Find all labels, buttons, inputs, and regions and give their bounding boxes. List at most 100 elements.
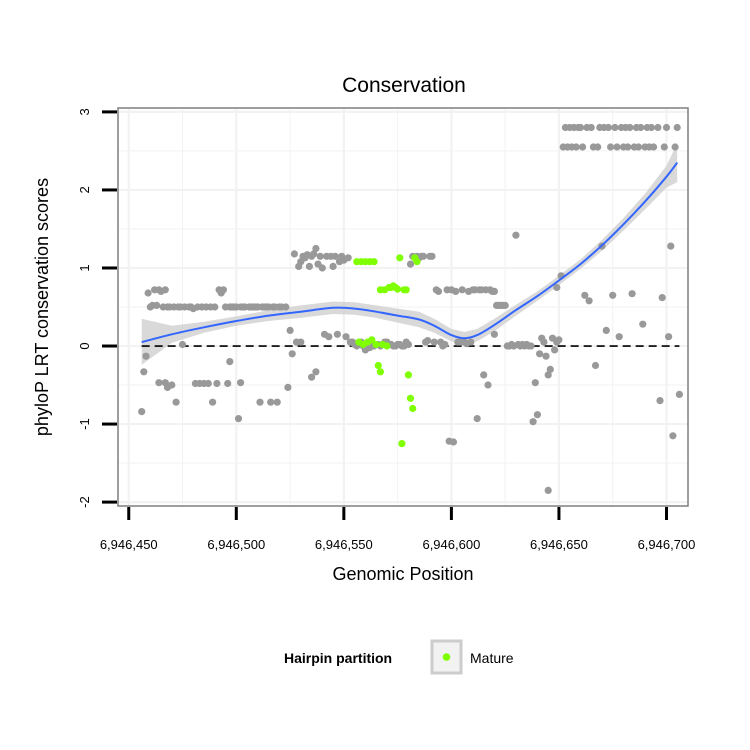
other-point (178, 340, 187, 349)
mature-point (396, 254, 404, 262)
other-point (434, 287, 443, 295)
other-point (424, 337, 432, 345)
y-tick-label: 1 (77, 264, 92, 271)
other-point (533, 411, 542, 419)
other-point (286, 326, 294, 334)
other-point (675, 390, 684, 398)
mature-point (404, 371, 412, 379)
other-point (211, 303, 219, 311)
other-point (551, 346, 559, 354)
other-point (237, 379, 245, 387)
other-point (267, 398, 275, 406)
other-point (626, 123, 634, 132)
other-point (647, 123, 656, 132)
other-point (609, 291, 617, 299)
other-point (155, 379, 163, 387)
other-point (637, 123, 645, 132)
smooth-curve (141, 162, 679, 344)
other-point (290, 250, 298, 258)
other-point (219, 286, 227, 294)
mature-point (383, 342, 391, 350)
other-point (594, 143, 602, 151)
other-point (288, 350, 296, 358)
other-point (665, 333, 673, 341)
other-point (226, 358, 234, 366)
x-axis-title: Genomic Position (332, 564, 473, 584)
other-point (172, 398, 180, 406)
other-point (161, 286, 169, 294)
other-point (544, 371, 552, 379)
other-point (654, 123, 662, 132)
mature-point (374, 361, 382, 370)
other-point (284, 383, 292, 391)
other-point (305, 262, 313, 270)
other-point (527, 342, 535, 350)
other-point (607, 143, 615, 151)
other-point (553, 283, 561, 292)
other-point (490, 330, 498, 338)
other-point (441, 340, 449, 349)
other-point (297, 338, 305, 346)
other-point (138, 408, 146, 416)
mature-point (372, 340, 380, 349)
mature-point (413, 258, 421, 266)
other-point (458, 286, 466, 294)
other-point (331, 252, 339, 260)
other-point (419, 252, 427, 260)
other-point (473, 415, 481, 423)
other-point (312, 368, 320, 376)
other-point (667, 242, 675, 250)
other-point (333, 330, 341, 338)
mature-point (402, 286, 410, 294)
other-point (604, 123, 613, 132)
x-axis: 6,946,450 6,946,500 6,946,550 6,946,600 6,94… (100, 507, 696, 552)
other-point (669, 432, 677, 440)
other-point (480, 371, 488, 379)
mature-point (376, 368, 384, 376)
other-point (555, 336, 563, 344)
x-tick-label: 6,946,700 (638, 537, 696, 552)
other-point (467, 338, 475, 346)
other-point (428, 252, 436, 260)
other-point (318, 264, 326, 272)
other-point (325, 333, 333, 341)
other-point (587, 123, 595, 132)
other-point (671, 143, 679, 151)
legend-label-mature: Mature (470, 650, 514, 666)
other-point (634, 143, 643, 151)
other-point (490, 287, 498, 295)
mature-point (368, 336, 376, 344)
other-point (449, 438, 458, 446)
other-point (660, 143, 668, 151)
y-tick-label: 2 (77, 186, 92, 193)
other-point (544, 486, 552, 494)
other-point (406, 260, 415, 268)
other-point (153, 301, 161, 309)
x-tick-label: 6,946,500 (207, 537, 265, 552)
y-tick-label: 3 (77, 108, 92, 115)
mature-point (398, 440, 406, 448)
mature-point (370, 258, 378, 266)
mature-point (406, 394, 415, 402)
other-point (656, 397, 664, 405)
other-point (344, 254, 352, 262)
other-point (572, 143, 580, 151)
other-point (650, 143, 658, 151)
other-point (531, 379, 539, 387)
other-point (512, 231, 520, 239)
other-point (234, 415, 243, 423)
other-point (673, 123, 681, 132)
other-point (613, 143, 621, 151)
x-tick-label: 6,946,450 (100, 537, 158, 552)
x-tick-label: 6,946,650 (530, 537, 588, 552)
other-point (501, 301, 509, 309)
mature-point (394, 285, 402, 293)
legend-title: Hairpin partition (284, 650, 392, 666)
plot-border (117, 107, 689, 507)
other-point (542, 352, 550, 360)
other-point (585, 297, 593, 305)
other-point (224, 379, 232, 388)
legend-mature-swatch (442, 653, 451, 661)
mature-point (409, 404, 417, 413)
other-point (308, 373, 316, 381)
